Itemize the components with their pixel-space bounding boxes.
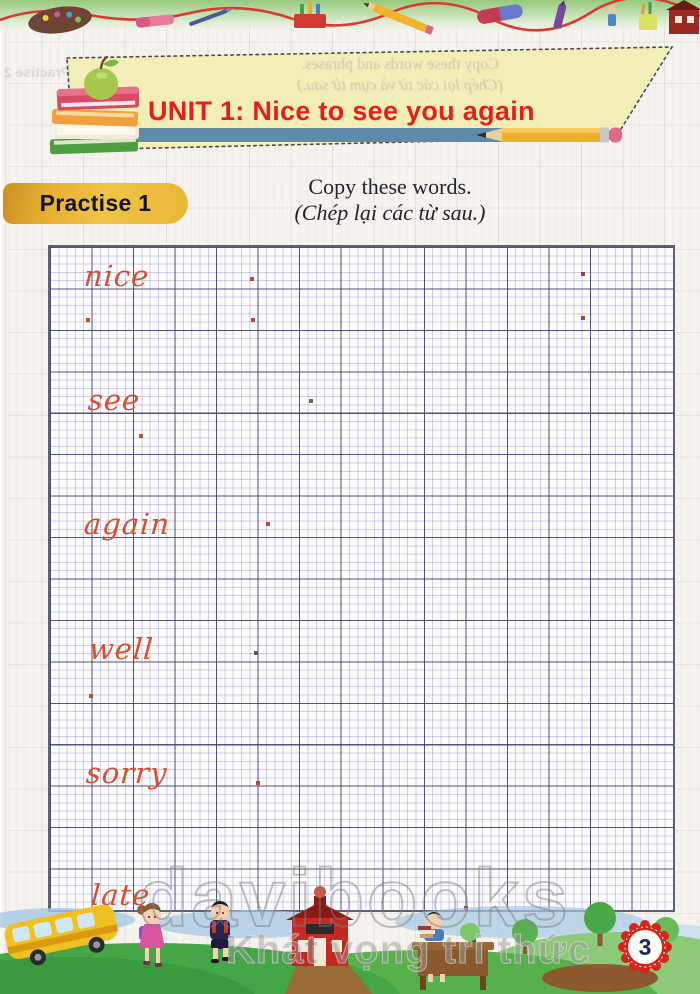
apple-icon bbox=[84, 55, 119, 100]
eraser-capsule-icon bbox=[477, 4, 523, 24]
practise-badge: Practise 1 bbox=[3, 183, 188, 224]
page-number: 3 bbox=[638, 933, 652, 960]
unit-title: UNIT 1: Nice to see you again bbox=[148, 96, 535, 126]
crayon-box-icon bbox=[294, 2, 326, 28]
unit-banner bbox=[49, 46, 674, 155]
scalloped-ring-icon bbox=[618, 920, 672, 974]
instruction-vietnamese: (Chép lại các từ sau.) bbox=[294, 200, 486, 225]
page-edge-shadow bbox=[0, 0, 7, 994]
practise-badge-label: Practise 1 bbox=[39, 190, 152, 216]
watermark-slogan: Khát vọng tri thức bbox=[226, 928, 591, 973]
watermark-logo: davibooks bbox=[137, 852, 571, 945]
girl-student-icon bbox=[137, 903, 165, 967]
tree-icon bbox=[512, 919, 538, 954]
schoolhouse-icon bbox=[286, 886, 354, 966]
student-figure-icon bbox=[608, 6, 616, 26]
practice-word: well bbox=[87, 632, 155, 666]
pencil-cup-icon bbox=[639, 2, 657, 30]
practice-word: nice bbox=[82, 259, 151, 293]
print-specks bbox=[0, 0, 2, 2]
schoolhouse-icon bbox=[666, 0, 700, 34]
eraser-icon bbox=[135, 14, 175, 28]
pencil-icon bbox=[476, 127, 622, 143]
top-border-illustration bbox=[0, 0, 700, 35]
crayon-icon bbox=[553, 0, 567, 29]
instruction-english: Copy these words. bbox=[308, 174, 472, 199]
page-number-badge: 3 bbox=[618, 920, 672, 974]
boy-student-icon bbox=[210, 901, 230, 963]
practice-word: sorry bbox=[84, 756, 169, 790]
pencil-icon bbox=[362, 3, 434, 35]
bottom-scene-illustration bbox=[0, 886, 700, 994]
show-through-practise2: Practise 2 bbox=[3, 64, 71, 80]
desk-student-icon bbox=[412, 912, 494, 990]
red-wave-line bbox=[0, 0, 700, 32]
instructions: Copy these words. (Chép lại các từ sau.) bbox=[195, 174, 585, 226]
practice-word: see bbox=[86, 383, 142, 417]
tree-icon bbox=[584, 902, 616, 946]
palette-icon bbox=[28, 6, 92, 34]
practice-word: again bbox=[82, 507, 172, 541]
show-through-text: Copy these words and phrases. (Chép lại … bbox=[297, 56, 503, 94]
school-bus-icon bbox=[4, 904, 119, 966]
pen-icon bbox=[189, 8, 235, 26]
handwriting-grid bbox=[48, 245, 675, 912]
